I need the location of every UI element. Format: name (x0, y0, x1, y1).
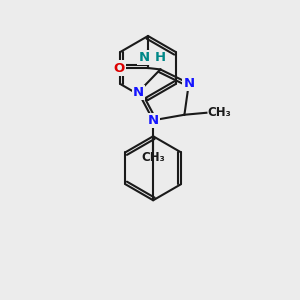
Text: N: N (138, 51, 150, 64)
Text: CH₃: CH₃ (207, 106, 231, 119)
Text: CH₃: CH₃ (141, 151, 165, 164)
Text: N: N (183, 77, 194, 90)
Text: N: N (148, 114, 159, 127)
Text: O: O (113, 61, 124, 74)
Text: H: H (155, 51, 166, 64)
Text: N: N (133, 86, 144, 99)
